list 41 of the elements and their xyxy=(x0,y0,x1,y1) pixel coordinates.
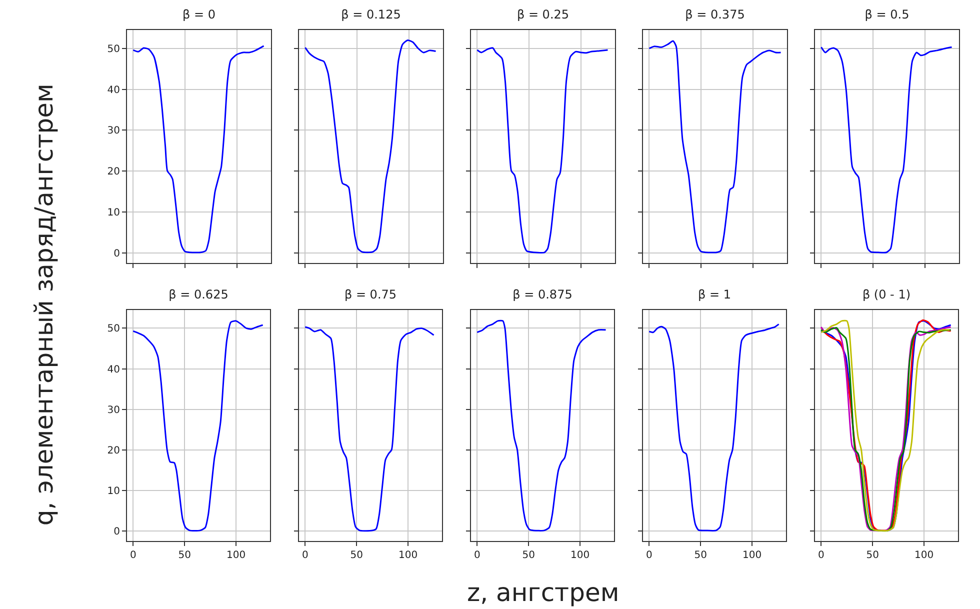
chart-title: β = 0.625 xyxy=(168,287,228,302)
y-tick-label: 30 xyxy=(107,126,120,137)
chart-title: β = 0 xyxy=(182,7,216,22)
y-tick-label: 10 xyxy=(107,486,120,497)
x-tick-label: 100 xyxy=(398,550,418,561)
x-axis-title: z, ангстрем xyxy=(467,578,620,607)
y-tick-label: 0 xyxy=(114,526,120,538)
x-tick-label: 100 xyxy=(742,550,762,561)
y-tick-label: 20 xyxy=(107,445,120,456)
chart-title: β = 0.875 xyxy=(512,287,572,302)
chart-title: β (0 - 1) xyxy=(862,287,911,302)
y-tick-label: 50 xyxy=(107,44,120,55)
x-tick-label: 0 xyxy=(302,550,308,561)
x-tick-label: 0 xyxy=(474,550,480,561)
chart-title: β = 1 xyxy=(698,287,731,302)
chart-title: β = 0.25 xyxy=(516,7,570,22)
x-tick-label: 50 xyxy=(522,550,535,561)
y-tick-label: 40 xyxy=(107,364,120,376)
line-series xyxy=(132,320,264,532)
line-series xyxy=(132,45,264,254)
x-tick-label: 100 xyxy=(570,550,590,561)
x-tick-label: 100 xyxy=(914,550,934,561)
x-tick-label: 50 xyxy=(350,550,363,561)
x-tick-label: 100 xyxy=(226,550,246,561)
y-tick-label: 50 xyxy=(107,324,120,335)
chart-title: β = 0.125 xyxy=(341,7,401,22)
chart-title: β = 0.5 xyxy=(864,7,910,22)
x-tick-label: 0 xyxy=(646,550,652,561)
x-tick-label: 50 xyxy=(866,550,879,561)
x-tick-label: 50 xyxy=(178,550,191,561)
x-tick-label: 50 xyxy=(694,550,707,561)
x-tick-label: 0 xyxy=(818,550,824,561)
y-axis-title: q, элементарный заряд/ангстрем xyxy=(30,84,59,526)
y-tick-label: 20 xyxy=(107,166,120,178)
y-tick-label: 40 xyxy=(107,84,120,96)
chart-title: β = 0.75 xyxy=(344,287,397,302)
x-tick-label: 0 xyxy=(130,550,136,561)
chart-title: β = 0.375 xyxy=(685,7,745,22)
y-tick-label: 10 xyxy=(107,207,120,218)
y-tick-label: 30 xyxy=(107,404,120,416)
y-tick-label: 0 xyxy=(114,248,120,260)
